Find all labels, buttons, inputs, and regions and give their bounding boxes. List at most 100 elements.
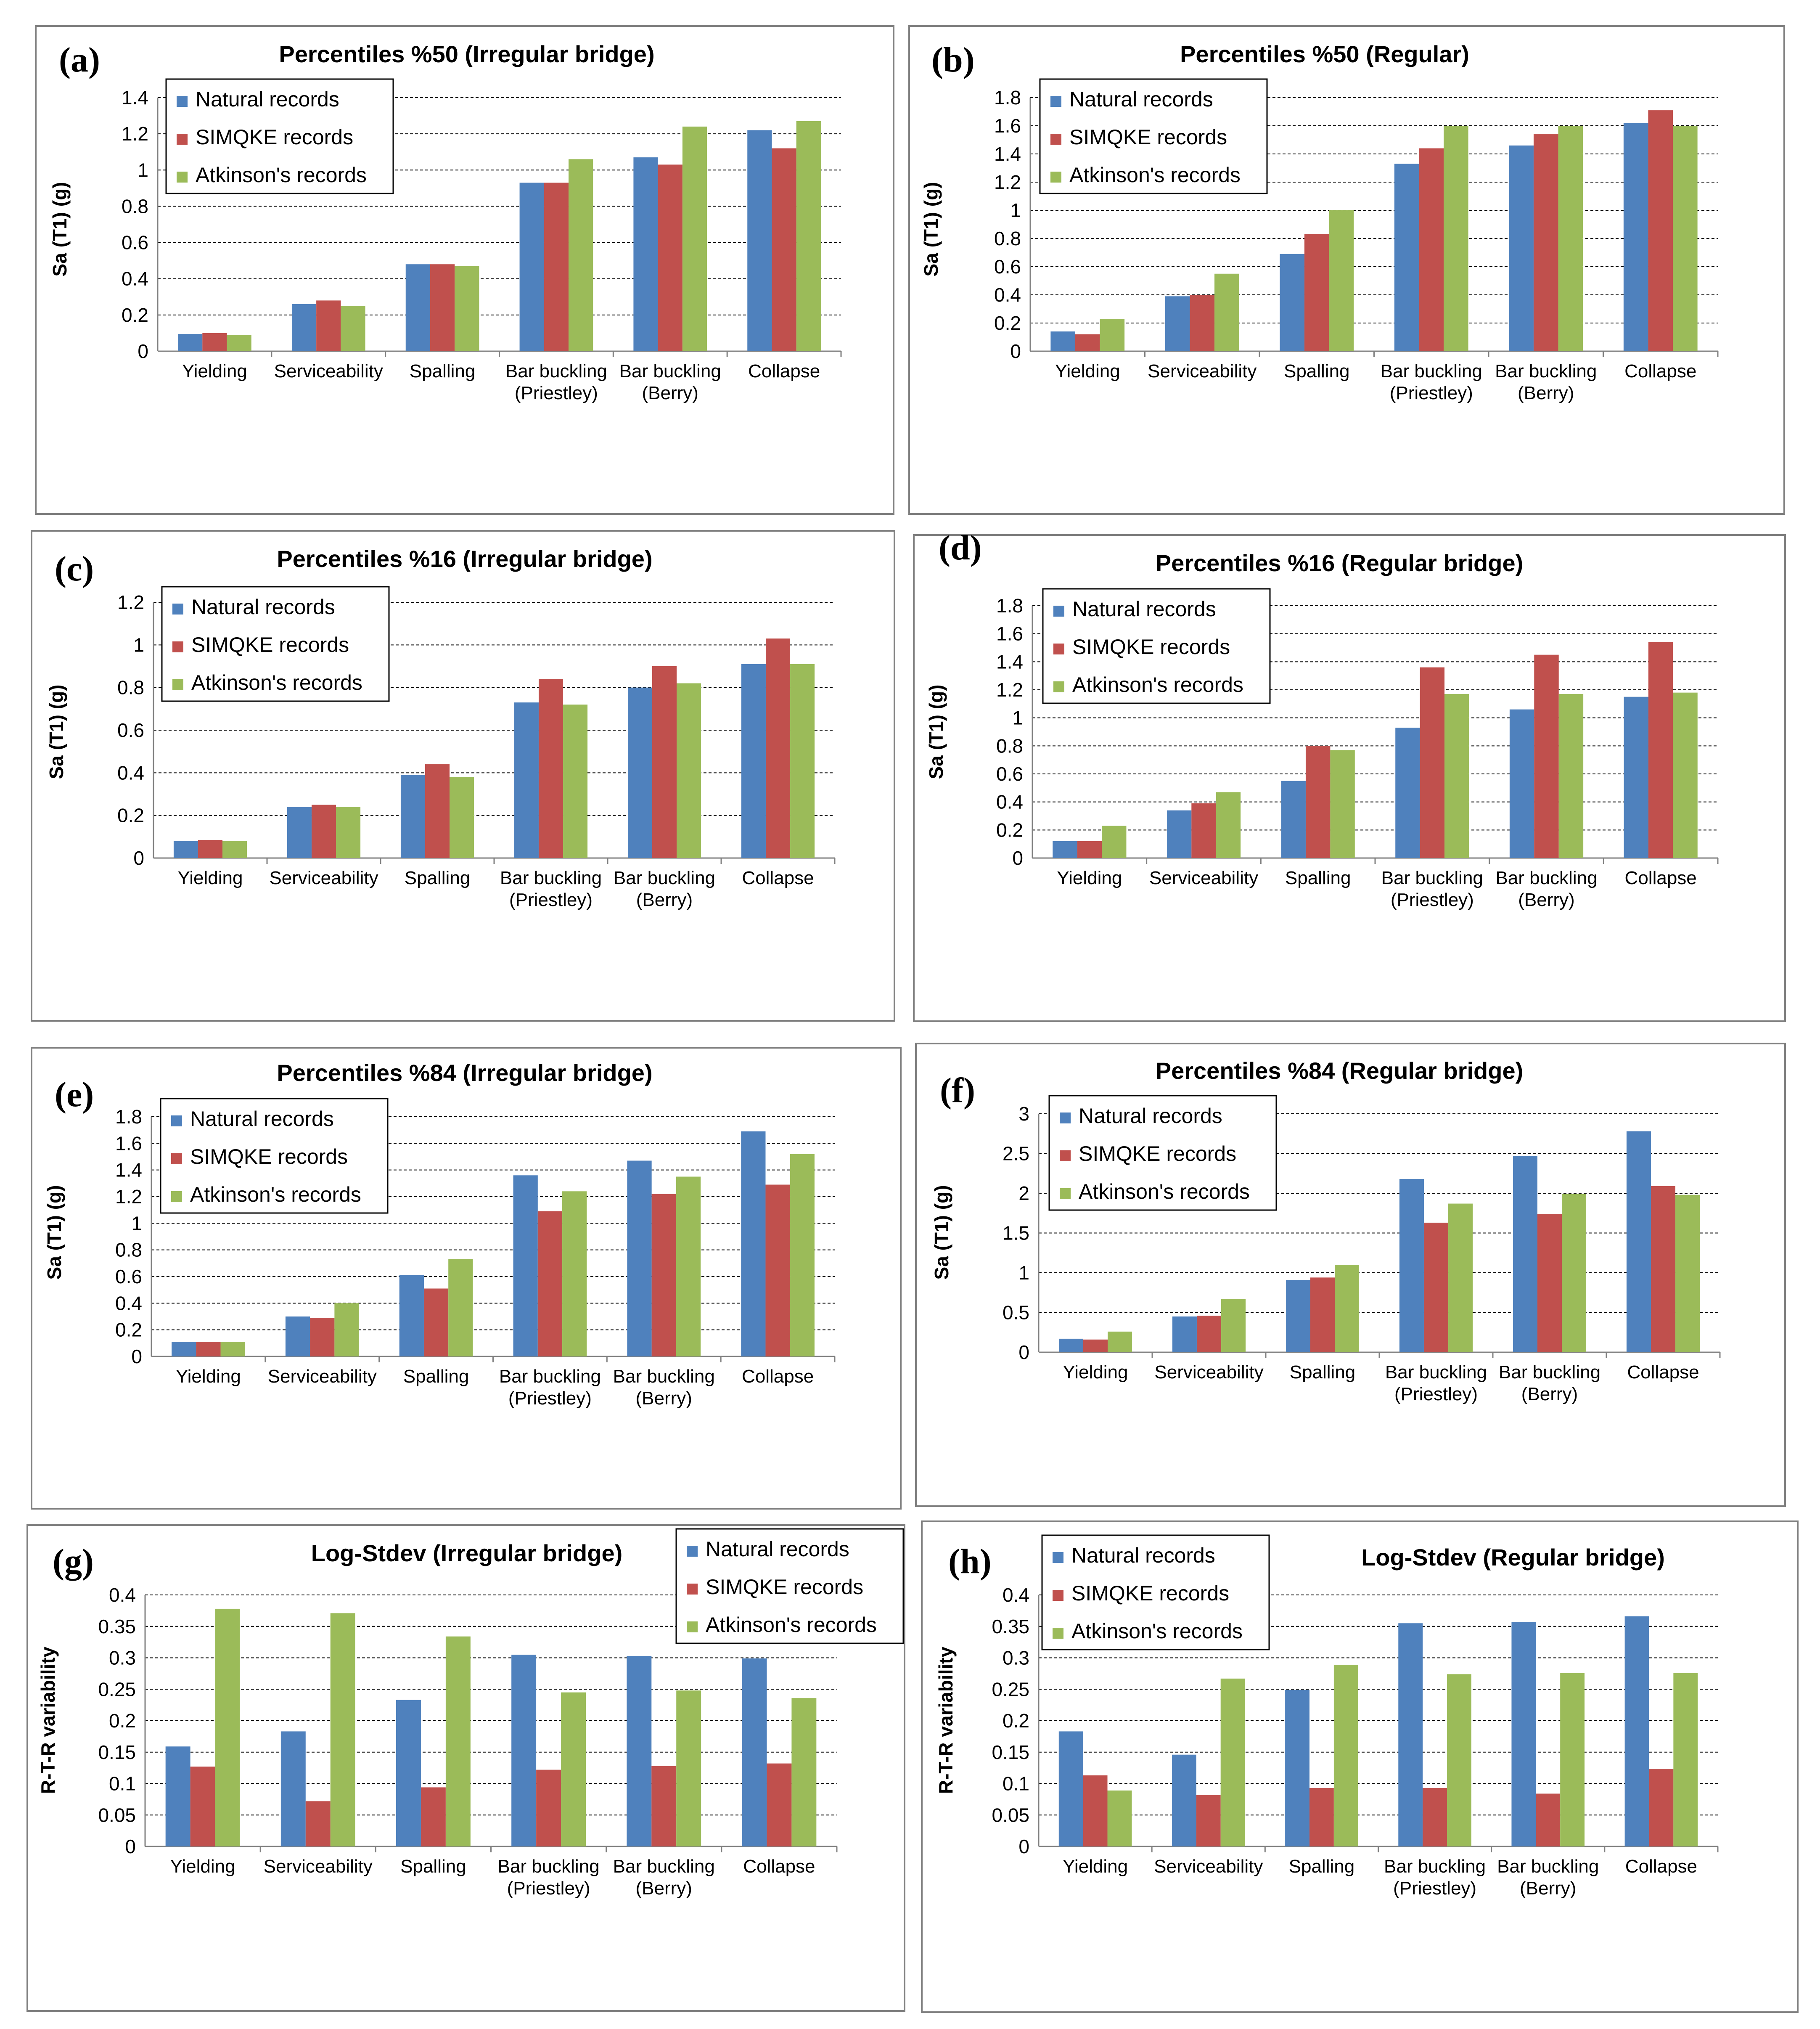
legend-swatch [1053,644,1064,654]
bar-simqke [1083,1775,1108,1846]
y-tick-label: 0.4 [994,284,1021,306]
bar-natural [1509,709,1534,858]
category-label: Spalling [405,868,471,888]
bar-natural [172,1342,196,1356]
legend-entry: SIMQKE records [1079,1142,1236,1165]
legend-box [161,586,390,702]
y-tick-label: 1.5 [1003,1222,1029,1244]
bar-simqke [1191,803,1216,858]
bar-natural [173,841,198,858]
legend-swatch [687,1546,698,1557]
bar-atkinson [1221,1299,1246,1352]
bar-simqke [305,1801,331,1846]
bar-natural [405,264,430,351]
bar-atkinson [1330,750,1355,858]
legend-box [160,1098,389,1214]
y-tick-label: 0.1 [109,1773,136,1795]
y-tick-label: 0.8 [117,677,144,699]
bar-simqke [202,333,227,351]
bar-natural [627,1160,652,1356]
chart-panel: 0 0.05 0.1 0.15 0.2 0.25 0.3 0.35 0.4 Yielding Ser… [26,1524,905,2012]
legend-swatch [172,679,183,690]
legend-entry: SIMQKE records [190,1145,348,1168]
bar-atkinson [676,1690,701,1846]
chart-title: Percentiles %84 (Irregular bridge) [277,1060,652,1086]
y-tick-label: 1 [1010,199,1021,221]
y-tick-label: 1.4 [994,143,1021,165]
bar-natural [627,1656,652,1846]
y-tick-label: 1.6 [996,623,1023,645]
bar-simqke [190,1767,215,1846]
y-tick-label: 0.3 [1003,1647,1029,1669]
y-tick-label: 0.4 [117,762,144,784]
y-tick-label: 0.05 [98,1804,136,1826]
y-tick-label: 0 [1018,1836,1029,1857]
bar-simqke [544,183,569,351]
bar-natural [396,1700,421,1846]
bar-natural [178,334,203,351]
legend-swatch [172,604,183,615]
category-label: Yielding [170,1856,235,1877]
legend-swatch [177,172,188,183]
legend-swatch [1053,1590,1063,1601]
bar-natural [741,1131,766,1356]
y-tick-label: 1 [1012,707,1023,729]
bar-natural [1165,296,1190,351]
y-tick-label: 0 [125,1836,136,1857]
bar-natural [519,183,544,351]
category-label: Spalling [400,1856,466,1877]
bar-atkinson [1448,1203,1473,1352]
y-tick-label: 0.2 [996,819,1023,841]
panel-label: (c) [55,549,94,588]
bar-atkinson [1447,1674,1471,1846]
bar-simqke [765,1184,790,1356]
legend-entry: Atkinson's records [1079,1180,1250,1203]
legend-swatch [177,96,188,107]
bar-simqke [772,148,796,351]
legend-swatch [1060,1188,1071,1199]
chart-panel: 0 0.2 0.4 0.6 0.8 1 1.2 1.4 1.6 1.8 Yielding Servic… [913,528,1786,1022]
bar-atkinson [1444,694,1469,858]
y-tick-label: 0.15 [992,1741,1029,1763]
bar-atkinson [450,777,474,858]
y-tick-label: 0.2 [1003,1710,1029,1732]
bar-natural [1050,331,1075,351]
legend-box [675,1528,904,1644]
bar-simqke [765,638,791,858]
bar-natural [1624,1616,1649,1846]
legend-entry: Natural records [1071,1544,1215,1567]
y-axis-title: R-T-R variability [37,1646,59,1794]
category-label: Collapse [1624,361,1696,381]
bar-simqke [316,300,341,351]
y-tick-label: 1.2 [117,591,144,613]
legend-swatch [171,1153,182,1164]
bar-simqke [767,1763,792,1846]
legend: Natural records SIMQKE records Atkinson's … [165,78,394,194]
legend: Natural records SIMQKE records Atkinson's … [1041,1534,1270,1650]
bar-atkinson [1562,1194,1587,1352]
bar-simqke [198,840,223,858]
y-tick-label: 0.35 [992,1616,1029,1637]
legend-swatch [1053,681,1064,692]
bar-natural [1623,123,1648,351]
bar-natural [633,157,658,351]
y-tick-label: 1.4 [115,1159,142,1181]
chart-title: Percentiles %16 (Irregular bridge) [277,546,652,572]
y-tick-label: 1.6 [994,115,1021,137]
bar-atkinson [1214,273,1239,351]
legend: Natural records SIMQKE records Atkinson's … [1048,1095,1277,1211]
chart-panel: 0 0.05 0.1 0.15 0.2 0.25 0.3 0.35 0.4 Yielding Ser… [921,1520,1799,2013]
legend-entry: Atkinson's records [190,1183,361,1206]
bar-simqke [310,1318,335,1356]
bar-atkinson [1444,126,1468,351]
bar-natural [1167,810,1192,858]
y-tick-label: 0.05 [992,1804,1029,1826]
category-label: Bar buckling (Berry) [1497,1856,1599,1899]
legend-box [1039,78,1268,194]
y-tick-label: 1.4 [996,651,1023,673]
bar-simqke [1075,334,1100,351]
chart-panel: 0 0.2 0.4 0.6 0.8 1 1.2 1.4 Yielding Serviceabili… [35,25,894,515]
bar-simqke [1537,1214,1562,1352]
category-label: Collapse [743,1856,815,1877]
